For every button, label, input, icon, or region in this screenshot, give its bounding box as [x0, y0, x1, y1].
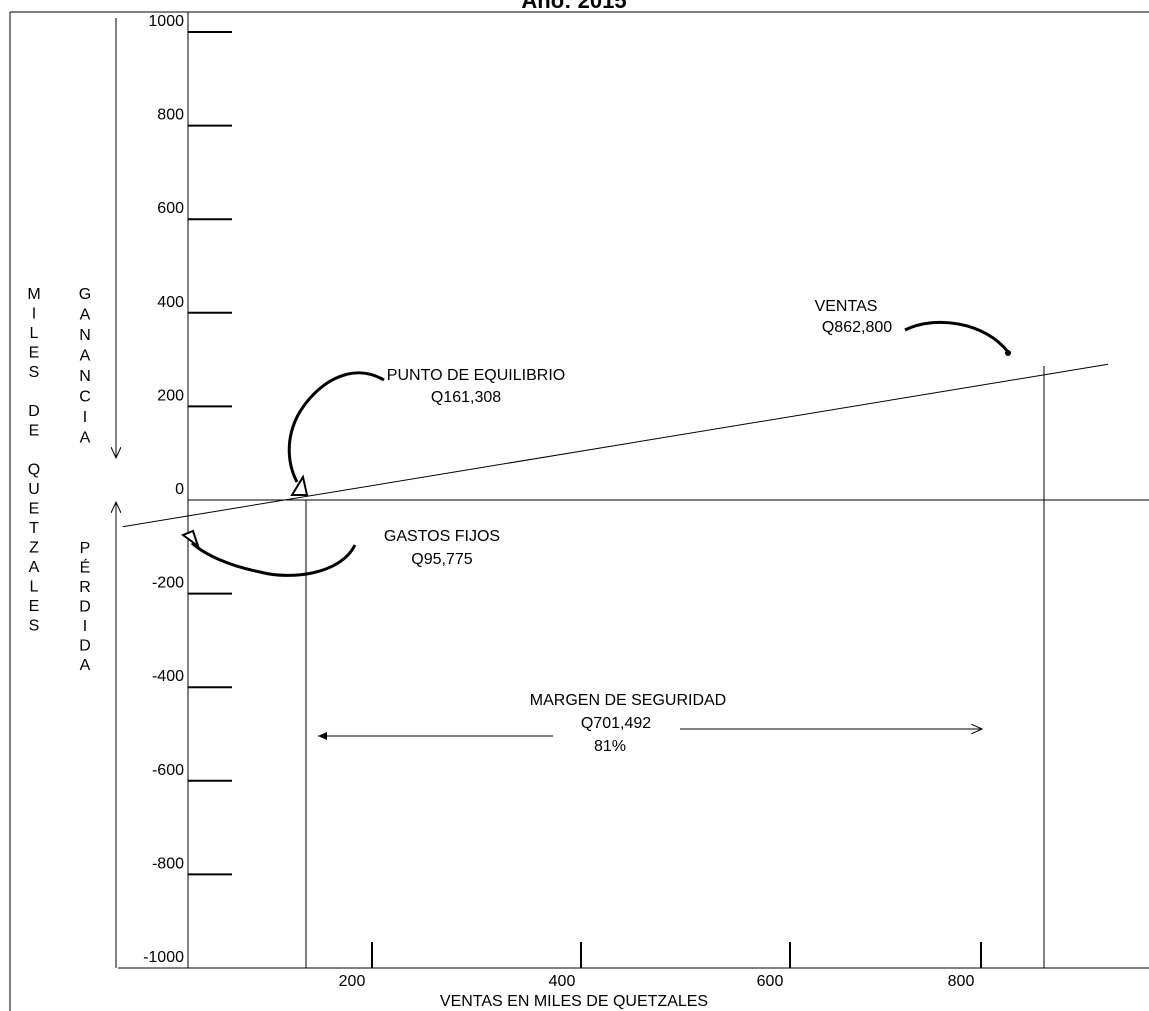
margin-value: Q701,492	[581, 715, 651, 732]
break-even-label: PUNTO DE EQUILIBRIO	[387, 367, 565, 384]
y-label-letter: Q	[28, 462, 40, 479]
y-label-letter: S	[29, 364, 40, 381]
y-tick-label: 400	[157, 294, 184, 311]
chart-title: Año: 2015	[521, 0, 626, 13]
x-axis-label: VENTAS EN MILES DE QUETZALES	[440, 993, 708, 1010]
y-tick-label: -600	[152, 762, 184, 779]
break-even-arrowhead	[290, 474, 309, 496]
y-label-letter: S	[29, 618, 40, 635]
y-tick-label: 800	[157, 107, 184, 124]
margin-label: MARGEN DE SEGURIDAD	[530, 692, 726, 709]
x-tick-label: 400	[549, 973, 576, 990]
y-label-letter: M	[27, 286, 40, 303]
y-tick-label: 0	[175, 481, 184, 498]
x-tick-label: 200	[339, 973, 366, 990]
y-tick-label: -1000	[143, 949, 184, 966]
ventas-label: VENTAS	[815, 298, 878, 315]
y-tick-label: 600	[157, 200, 184, 217]
y-label-letter: C	[79, 389, 91, 406]
y-label-letter: É	[80, 558, 91, 577]
y-label-letter: D	[79, 638, 91, 655]
y-label-letter: I	[83, 409, 87, 426]
y-label-letter: U	[28, 481, 40, 498]
fixed-costs-arrowhead	[180, 529, 200, 549]
y-tick-label: -800	[152, 855, 184, 872]
y-tick-label: -200	[152, 575, 184, 592]
y-label-letter: L	[30, 579, 39, 596]
y-label-letter: A	[80, 307, 91, 324]
y-label-letter: N	[79, 368, 91, 385]
y-tick-label: 1000	[148, 13, 184, 30]
y-label-letter: N	[79, 327, 91, 344]
break-even-curve-arrow	[287, 371, 385, 483]
ventas-arrow-dot	[1005, 350, 1011, 356]
y-tick-label: -400	[152, 668, 184, 685]
y-label-letter: A	[80, 657, 91, 674]
fixed-costs-curve-arrow	[190, 541, 357, 577]
margin-percent: 81%	[594, 738, 626, 755]
y-label-letter: D	[79, 599, 91, 616]
y-label-letter: Z	[29, 540, 39, 557]
y-label-letter: E	[29, 423, 40, 440]
y-label-letter: A	[80, 348, 91, 365]
ventas-curve-arrow	[904, 320, 1010, 353]
y-tick-label: 200	[157, 387, 184, 404]
sales-line	[122, 363, 1109, 528]
fixed-costs-label: GASTOS FIJOS	[384, 528, 500, 545]
y-label-letter: E	[29, 345, 40, 362]
y-label-letter: I	[83, 618, 87, 635]
x-ticks: 200 400 600 800	[339, 942, 982, 990]
y-label-letter: A	[29, 559, 40, 576]
y-label-letter: E	[29, 598, 40, 615]
y-label-letter: I	[32, 306, 36, 323]
break-even-value: Q161,308	[431, 389, 501, 406]
x-tick-label: 800	[948, 973, 975, 990]
x-tick-label: 600	[757, 973, 784, 990]
y-ticks: 1000 800 600 400 200 0 -200 -400 -600 -800 -1000	[143, 13, 232, 966]
y-label-letter: P	[80, 540, 91, 557]
y-label-letter: D	[28, 403, 40, 420]
ventas-value: Q862,800	[822, 319, 892, 336]
y-label-letter: A	[80, 430, 91, 447]
y-label-letter: T	[29, 520, 39, 537]
y-label-letter: E	[29, 501, 40, 518]
y-label-letter: R	[79, 579, 91, 596]
y-label-letter: G	[79, 286, 91, 303]
fixed-costs-value: Q95,775	[411, 551, 472, 568]
y-label-letter: L	[30, 325, 39, 342]
